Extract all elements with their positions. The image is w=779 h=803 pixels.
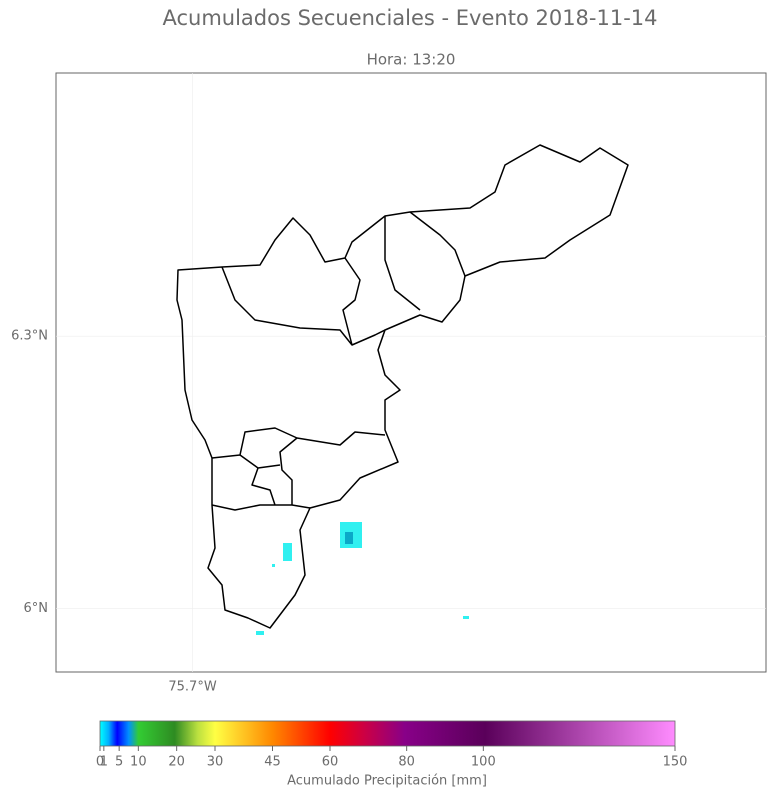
colorbar-tick-label: 1 — [100, 755, 108, 770]
y-tick-label: 6.3°N — [11, 329, 48, 344]
grid — [56, 73, 766, 672]
colorbar-tick-label: 0 — [96, 755, 104, 770]
colorbar-tick-label: 10 — [130, 755, 147, 770]
colorbar-tick-label: 60 — [322, 755, 339, 770]
map-frame — [55, 72, 767, 673]
precipitation — [256, 522, 469, 635]
colorbar-tick-label: 5 — [115, 755, 123, 770]
colorbar-tick-label: 45 — [264, 755, 281, 770]
colorbar — [99, 720, 676, 747]
colorbar-tick-label: 30 — [207, 755, 224, 770]
subtitle: Hora: 13:20 — [367, 51, 456, 69]
colorbar-tick-label: 100 — [471, 755, 496, 770]
x-tick-label: 75.7°W — [168, 680, 216, 695]
y-tick-label: 6°N — [24, 601, 49, 616]
region-outlines — [176, 144, 629, 629]
colorbar-tick-label: 20 — [168, 755, 185, 770]
colorbar-label: Acumulado Precipitación [mm] — [287, 774, 487, 789]
axes: 6°N 6.3°N 75.7°W — [11, 329, 217, 695]
colorbar-tick-label: 80 — [398, 755, 415, 770]
colorbar-ticks: 01 5 10 20 30 45 60 80 100 150 — [96, 746, 688, 770]
colorbar-tick-label: 150 — [663, 755, 688, 770]
title: Acumulados Secuenciales - Evento 2018-11… — [162, 6, 657, 30]
